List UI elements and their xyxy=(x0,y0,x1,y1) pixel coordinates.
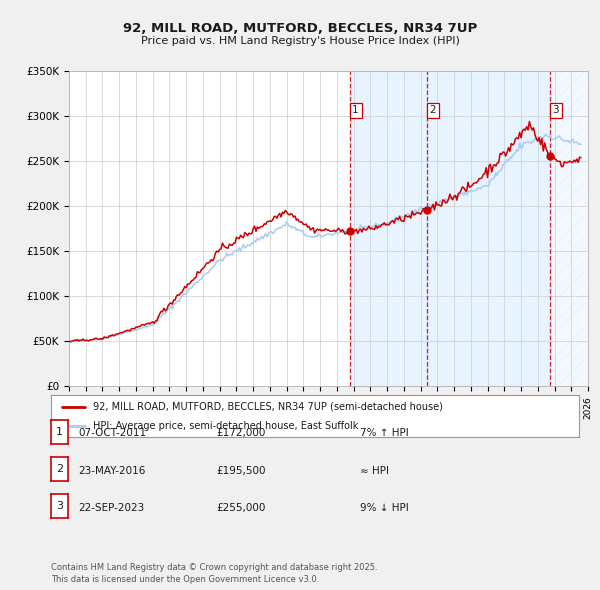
Text: 1: 1 xyxy=(56,427,63,437)
Text: HPI: Average price, semi-detached house, East Suffolk: HPI: Average price, semi-detached house,… xyxy=(93,421,359,431)
Text: 7% ↑ HPI: 7% ↑ HPI xyxy=(360,428,409,438)
Bar xyxy=(550,71,588,386)
Text: 1: 1 xyxy=(352,105,359,115)
Text: 3: 3 xyxy=(553,105,559,115)
Text: £172,000: £172,000 xyxy=(216,428,265,438)
Text: 3: 3 xyxy=(56,502,63,511)
Text: 23-MAY-2016: 23-MAY-2016 xyxy=(78,466,145,476)
Bar xyxy=(350,71,427,386)
Text: 07-OCT-2011: 07-OCT-2011 xyxy=(78,428,146,438)
Text: £255,000: £255,000 xyxy=(216,503,265,513)
Point xyxy=(545,152,554,161)
Text: 22-SEP-2023: 22-SEP-2023 xyxy=(78,503,144,513)
Text: ≈ HPI: ≈ HPI xyxy=(360,466,389,476)
Text: 9% ↓ HPI: 9% ↓ HPI xyxy=(360,503,409,513)
Point xyxy=(345,227,355,236)
Text: 2: 2 xyxy=(430,105,436,115)
Text: 2: 2 xyxy=(56,464,63,474)
Text: £195,500: £195,500 xyxy=(216,466,265,476)
Text: 92, MILL ROAD, MUTFORD, BECCLES, NR34 7UP (semi-detached house): 92, MILL ROAD, MUTFORD, BECCLES, NR34 7U… xyxy=(93,402,443,412)
Point xyxy=(422,205,432,215)
Text: Price paid vs. HM Land Registry's House Price Index (HPI): Price paid vs. HM Land Registry's House … xyxy=(140,37,460,46)
Text: Contains HM Land Registry data © Crown copyright and database right 2025.
This d: Contains HM Land Registry data © Crown c… xyxy=(51,563,377,584)
Text: 92, MILL ROAD, MUTFORD, BECCLES, NR34 7UP: 92, MILL ROAD, MUTFORD, BECCLES, NR34 7U… xyxy=(123,22,477,35)
Bar xyxy=(427,71,550,386)
